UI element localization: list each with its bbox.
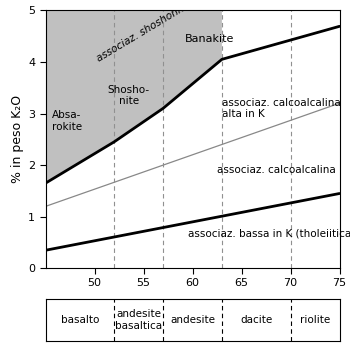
Text: andesite: andesite (170, 315, 215, 325)
Text: associaz. bassa in K (tholeiitica): associaz. bassa in K (tholeiitica) (188, 229, 350, 239)
Text: andesite
basaltica: andesite basaltica (115, 309, 162, 331)
Text: Absa-
rokite: Absa- rokite (52, 110, 82, 132)
Text: associaz. calcoalcalina: associaz. calcoalcalina (217, 165, 336, 175)
Text: Banakite: Banakite (185, 34, 234, 44)
Text: SiO₂: SiO₂ (310, 304, 340, 318)
Text: associaz. shoshonitica: associaz. shoshonitica (94, 0, 199, 64)
Text: Shosho-
nite: Shosho- nite (108, 85, 150, 106)
Text: basalto: basalto (61, 315, 99, 325)
Polygon shape (46, 10, 222, 183)
Text: % inpeso: % inpeso (257, 304, 318, 318)
Y-axis label: % in peso K₂O: % in peso K₂O (11, 95, 24, 183)
Text: dacite: dacite (240, 315, 272, 325)
Text: riolite: riolite (300, 315, 330, 325)
Text: associaz. calcoalcalina
alta in K: associaz. calcoalcalina alta in K (222, 98, 341, 119)
